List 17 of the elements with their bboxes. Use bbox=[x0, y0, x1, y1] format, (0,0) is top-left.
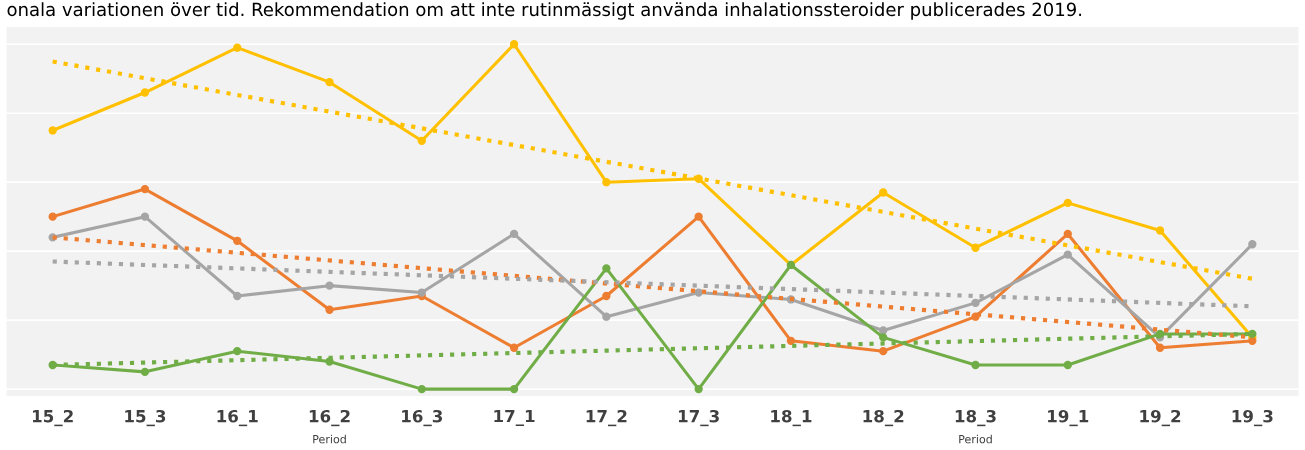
x-tick-label: 16_2 bbox=[309, 409, 350, 427]
x-tick-label: 17_2 bbox=[586, 409, 627, 427]
x-tick-label: 19_2 bbox=[1140, 409, 1181, 427]
chart-title: onala variationen över tid. Rekommendation om att inte rutinmässigt använda inhalationssteroider publicerades 2019. bbox=[7, 2, 1082, 20]
x-tick-label: 16_1 bbox=[217, 409, 258, 427]
x-tick-label: 17_1 bbox=[494, 409, 535, 427]
x-tick-label: 16_3 bbox=[402, 409, 443, 427]
x-tick-label: 18_1 bbox=[771, 409, 812, 427]
x-tick-label: 17_3 bbox=[678, 409, 719, 427]
x-tick-label: 18_2 bbox=[863, 409, 904, 427]
x-tick-label: 19_1 bbox=[1048, 409, 1089, 427]
x-tick-label: 15_2 bbox=[32, 409, 73, 427]
text: Period bbox=[959, 434, 992, 444]
x-tick-label: 18_3 bbox=[955, 409, 996, 427]
x-tick-label: 15_3 bbox=[125, 409, 166, 427]
x-tick-label: 19_3 bbox=[1232, 409, 1273, 427]
text: Period bbox=[313, 434, 346, 444]
